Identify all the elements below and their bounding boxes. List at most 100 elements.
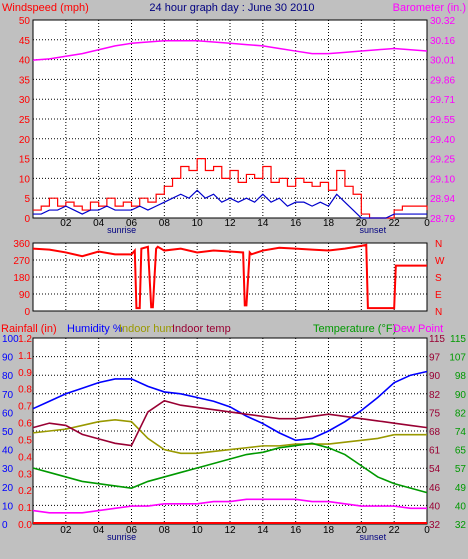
x-tick-label: 08 <box>159 218 171 229</box>
temperature-series <box>32 442 428 494</box>
sunset-label: sunset <box>360 532 387 542</box>
x-tick-label: 04 <box>93 525 105 536</box>
humidity-tick-label: 50 <box>2 427 14 438</box>
windspeed-tick-label: 20 <box>19 135 31 146</box>
barometer-tick-label: 28.94 <box>430 194 455 205</box>
x-tick-label: 02 <box>60 525 72 536</box>
windspeed-tick-label: 25 <box>19 115 31 126</box>
x-tick-label: 02 <box>60 218 72 229</box>
barometer-axis-title: Barometer (in.) <box>393 2 466 14</box>
barometer-tick-label: 29.40 <box>430 135 455 146</box>
legend-dew-point: Dew Point <box>393 323 443 335</box>
barometer-tick-label: 30.01 <box>430 56 455 67</box>
rainfall-tick-label: 0.7 <box>18 402 32 413</box>
barometer-series <box>32 39 428 61</box>
windspeed-tick-label: 45 <box>19 36 31 47</box>
x-tick-label: 22 <box>389 218 401 229</box>
barometer-tick-label: 29.25 <box>430 155 455 166</box>
wind-direction-series <box>32 243 427 310</box>
x-tick-label: 08 <box>159 525 171 536</box>
temperature-tick-label: 65 <box>455 446 467 457</box>
windspeed-tick-label: 40 <box>19 56 31 67</box>
barometer-tick-label: 29.55 <box>430 115 455 126</box>
sunrise-label: sunrise <box>107 225 136 235</box>
x-tick-label: 22 <box>389 525 401 536</box>
direction-tick-label: 360 <box>13 239 30 250</box>
direction-tick-label: 0 <box>24 307 30 318</box>
indoor-temp-tick-label: 75 <box>429 408 441 419</box>
chart-title: 24 hour graph day : June 30 2010 <box>149 2 314 14</box>
compass-tick-label: N <box>435 307 442 318</box>
compass-tick-label: W <box>435 256 445 267</box>
x-tick-label: 06 <box>126 525 138 536</box>
compass-tick-label: S <box>435 273 442 284</box>
humidity-tick-label: 80 <box>2 371 14 382</box>
legend-rainfall: Rainfall (in) <box>1 323 57 335</box>
rainfall-tick-label: 0.3 <box>18 469 32 480</box>
barometer-tick-label: 28.79 <box>430 214 455 225</box>
x-tick-label: 04 <box>93 218 105 229</box>
temperature-tick-label: 90 <box>455 390 467 401</box>
rainfall-tick-label: 0.4 <box>18 452 32 463</box>
barometer-tick-label: 29.10 <box>430 174 455 185</box>
rainfall-tick-label: 0.5 <box>18 435 32 446</box>
humidity-tick-label: 90 <box>2 353 14 364</box>
windspeed-series <box>33 158 428 219</box>
direction-tick-label: 270 <box>13 256 30 267</box>
compass-tick-label: N <box>435 239 442 250</box>
legend-humidity: Humidity % <box>67 323 123 335</box>
x-tick-label: 18 <box>323 218 335 229</box>
dew-point-series <box>32 498 427 514</box>
temperature-tick-label: 49 <box>455 483 467 494</box>
indoor-temp-tick-label: 40 <box>429 501 441 512</box>
x-tick-label: 20 <box>356 218 368 229</box>
temperature-tick-label: 107 <box>449 353 466 364</box>
x-tick-label: 06 <box>126 218 138 229</box>
temperature-tick-label: 115 <box>450 334 466 345</box>
temperature-tick-label: 57 <box>455 464 467 475</box>
humidity-tick-label: 100 <box>2 334 19 345</box>
humidity-tick-label: 20 <box>2 483 14 494</box>
x-tick-label: 14 <box>257 525 269 536</box>
temperature-tick-label: 82 <box>455 408 467 419</box>
humidity-tick-label: 0 <box>2 520 8 531</box>
rainfall-tick-label: 0.9 <box>18 368 32 379</box>
indoor-temp-tick-label: 54 <box>429 464 441 475</box>
x-tick-label: 0 <box>424 525 430 536</box>
windspeed-tick-label: 5 <box>24 194 30 205</box>
humidity-series <box>32 370 428 442</box>
humidity-tick-label: 30 <box>2 464 14 475</box>
x-tick-label: 10 <box>192 218 204 229</box>
direction-tick-label: 180 <box>13 273 30 284</box>
indoor-temp-tick-label: 61 <box>429 446 441 457</box>
sunset-label: sunset <box>360 225 387 235</box>
rainfall-tick-label: 0.0 <box>18 520 32 531</box>
humidity-tick-label: 10 <box>2 501 14 512</box>
x-tick-label: 14 <box>257 218 269 229</box>
x-tick-label: 12 <box>224 218 236 229</box>
direction-tick-label: 90 <box>19 290 31 301</box>
compass-tick-label: E <box>435 290 442 301</box>
sunrise-label: sunrise <box>107 532 136 542</box>
rainfall-tick-label: 0.6 <box>18 419 32 430</box>
indoor-temp-tick-label: 115 <box>429 334 445 345</box>
windspeed-tick-label: 0 <box>24 214 30 225</box>
barometer-tick-label: 29.71 <box>430 95 455 106</box>
windspeed-axis-title: Windspeed (mph) <box>2 2 89 14</box>
rainfall-tick-label: 0.8 <box>18 385 32 396</box>
indoor-hum-series <box>32 419 427 455</box>
indoor-temp-tick-label: 97 <box>429 353 441 364</box>
indoor-temp-tick-label: 68 <box>429 427 441 438</box>
humidity-tick-label: 40 <box>2 446 14 457</box>
temperature-tick-label: 40 <box>455 501 467 512</box>
legend-indoor-temp: Indoor temp <box>172 323 231 335</box>
x-tick-label: 10 <box>192 525 204 536</box>
rainfall-tick-label: 0.2 <box>18 486 32 497</box>
windspeed-tick-label: 50 <box>19 16 31 27</box>
legend-indoor-hum: Indoor hum <box>119 323 175 335</box>
x-tick-label: 20 <box>356 525 368 536</box>
rainfall-tick-label: 1.2 <box>18 334 32 345</box>
wind-average-series <box>33 189 427 219</box>
indoor-temp-tick-label: 82 <box>429 390 441 401</box>
